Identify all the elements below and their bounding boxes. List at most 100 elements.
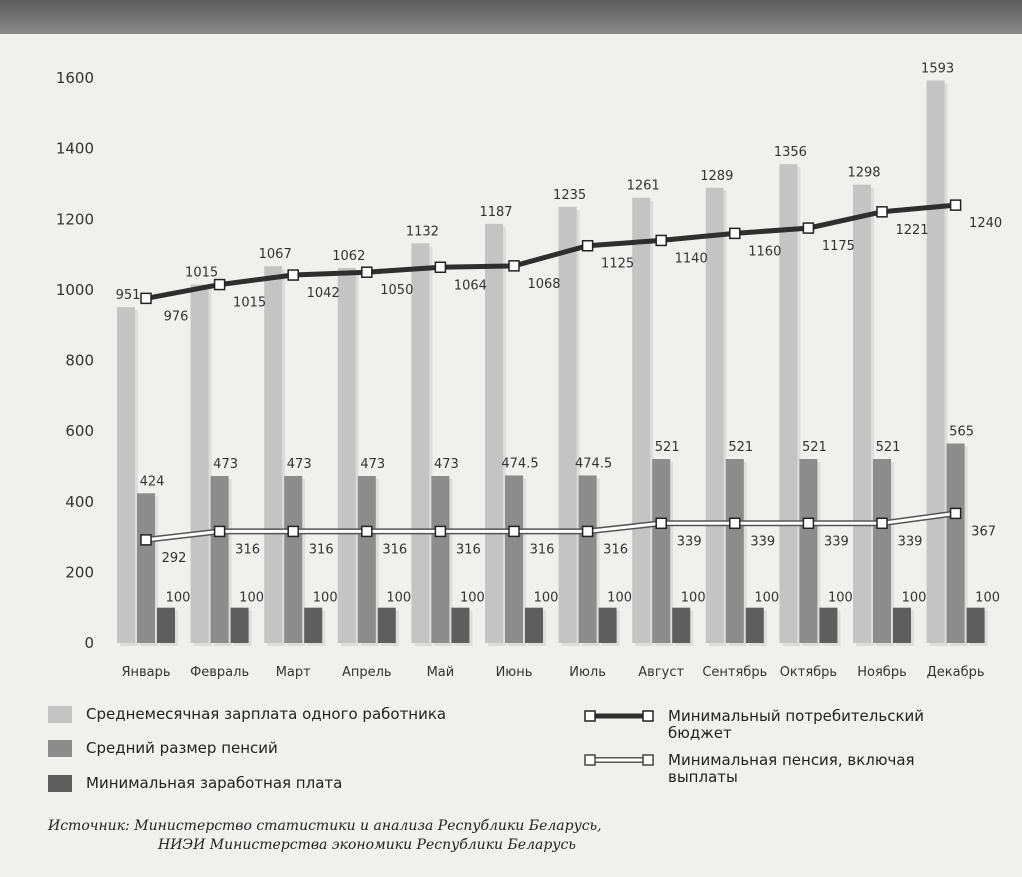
label-pension: 473 [213,457,238,472]
data-labels: 951 1015 1067 1062 1132 1187 1235 1261 1289 1356 1… [116,61,1003,605]
x-tick-label: Июль [569,665,606,680]
point-budget [361,266,373,278]
label-pension: 521 [876,440,901,455]
legend-pension-label: Средний размер пенсий [86,739,278,757]
y-tick-label: 1200 [56,210,94,228]
point-min_pension [655,517,667,530]
legend-budget: Минимальный потребительский бюджет [584,708,958,742]
point-budget [213,278,226,291]
y-tick-label: 0 [84,634,94,652]
point-budget [949,199,962,211]
y-tick-label: 400 [65,493,94,511]
bar-salary [411,243,430,643]
label-min-pension: 339 [898,534,923,549]
x-tick-label: Октябрь [780,665,837,680]
label-min-wage: 100 [607,591,632,606]
bar-min_wage [819,607,838,643]
bar-salary [779,164,798,643]
label-budget: 1240 [969,216,1002,231]
bar-salary [926,80,945,644]
bar-min_wage [525,607,543,643]
source-line-2: НИЭИ Министерства экономики Республики Б… [158,837,576,853]
label-min-pension: 316 [456,542,481,557]
label-salary: 1132 [406,224,439,239]
label-budget: 1050 [380,283,413,298]
label-min-wage: 100 [681,591,706,606]
label-pension: 473 [434,457,459,472]
y-tick-label: 600 [65,422,94,440]
x-tick-label: Декабрь [927,665,985,680]
label-min-wage: 100 [386,591,411,606]
top-band [0,0,1022,34]
label-salary: 1356 [774,145,807,160]
y-tick-label: 800 [65,352,94,370]
point-min_pension [581,525,594,538]
legend-salary-swatch [48,706,72,723]
label-min-wage: 100 [828,591,853,606]
legend-min-wage-swatch [48,775,72,792]
legend-min-wage: Минимальная заработная плата [48,775,506,792]
bar-salary [117,307,135,643]
label-min-pension: 316 [235,542,260,557]
label-min-pension: 339 [677,534,702,549]
point-budget [434,261,447,274]
label-min-pension: 316 [603,542,628,557]
label-min-pension: 316 [309,542,334,557]
bar-min_wage [966,607,985,643]
x-tick-label: Март [276,665,311,680]
label-min-wage: 100 [166,591,191,606]
y-tick-label: 1400 [56,140,94,158]
bar-salary [190,284,209,643]
bar-salary [853,184,871,644]
bar-min_wage [598,607,617,643]
label-min-pension: 339 [750,534,775,549]
legend-min-pension: Минимальная пенсия, включая выплаты [584,752,958,786]
x-tick-label: Июнь [496,665,533,680]
label-min-pension: 339 [824,534,849,549]
point-min_pension [876,517,888,530]
label-min-wage: 100 [460,591,485,606]
bar-pension [578,475,597,643]
label-min-wage: 100 [975,591,1000,606]
point-min_pension [213,525,226,538]
point-budget [802,222,815,234]
label-salary: 1067 [259,247,292,262]
label-budget: 1140 [675,251,708,266]
y-tick-label: 1000 [56,281,94,299]
label-min-pension: 316 [382,542,407,557]
point-min_pension [287,525,299,538]
point-min_pension [361,525,373,538]
lines [140,199,962,546]
label-budget: 1042 [307,286,340,301]
point-budget [287,269,299,281]
bar-pension [799,459,818,643]
label-min-pension: 367 [971,524,996,539]
label-min-wage: 100 [902,591,927,606]
label-min-wage: 100 [534,591,559,606]
bar-salary [558,206,577,643]
y-axis: 0 200 400 600 800 1000 1200 1400 1600 [56,69,94,652]
label-budget: 1064 [454,278,487,293]
bar-pension [873,459,891,643]
point-budget [140,292,152,305]
point-min_pension [949,507,962,520]
bar-pension [652,459,671,643]
source-line-1: Министерство статистики и анализа Респуб… [134,818,602,834]
bar-salary [705,187,724,643]
bar-pension [725,459,744,643]
label-pension: 521 [655,440,680,455]
line-min_pension [145,511,956,542]
bar-min_wage [672,607,691,643]
label-budget: 1068 [527,277,560,292]
bar-salary [632,197,651,643]
label-budget: 1160 [748,244,781,259]
bar-salary [264,266,283,643]
bar-pension [505,475,523,643]
bar-min_wage [745,607,764,643]
label-salary: 1289 [700,169,733,184]
point-min_pension [802,517,815,530]
bar-salary [485,223,503,643]
label-pension: 474.5 [501,456,538,471]
legend-pension-swatch [48,740,72,757]
